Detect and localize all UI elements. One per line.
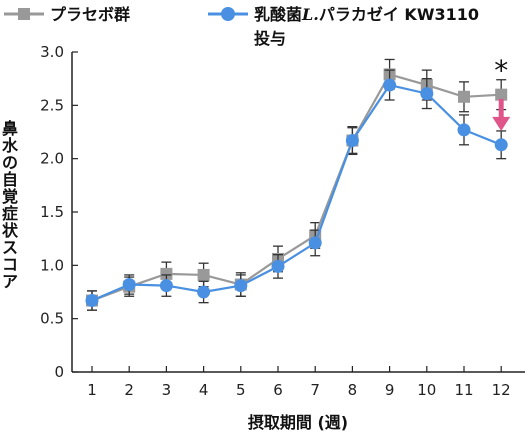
- legend-kw3110-label-line2: 投与: [254, 29, 286, 48]
- data-point: [345, 134, 359, 148]
- x-tick-label: 8: [348, 381, 358, 399]
- y-axis-label-char: ス: [2, 238, 18, 257]
- x-tick-label: 6: [273, 381, 283, 399]
- y-tick-label: 2.0: [40, 150, 64, 168]
- y-axis-label-char: の: [2, 153, 18, 172]
- y-tick-label: 0: [54, 363, 64, 381]
- data-point: [420, 87, 434, 101]
- x-tick-label: 11: [454, 381, 473, 399]
- data-point: [495, 88, 508, 101]
- y-ticks: 0 0.5 1.0 1.5 2.0 2.5 3.0: [40, 43, 78, 381]
- x-ticks: 1 2 3 4 5 6 7 8 9 10 11 12: [87, 366, 511, 399]
- legend-kw3110-label: 乳酸菌L.パラカゼイ KW3110: [254, 5, 479, 24]
- series-line: [91, 83, 502, 302]
- x-tick-label: 12: [492, 381, 511, 399]
- data-point: [197, 268, 210, 281]
- y-axis-label-char: 水: [2, 136, 19, 155]
- y-tick-label: 0.5: [40, 310, 64, 328]
- data-point: [458, 90, 470, 103]
- y-axis-label-char: ア: [2, 272, 18, 291]
- x-tick-label: 2: [124, 381, 134, 399]
- data-point: [234, 279, 248, 293]
- y-tick-label: 3.0: [40, 43, 64, 61]
- legend-placebo-marker: [18, 8, 30, 20]
- legend-kw3110-label-part1: 乳酸菌: [254, 5, 302, 24]
- x-tick-label: 10: [417, 381, 436, 399]
- data-point: [271, 259, 285, 273]
- x-tick-label: 1: [87, 381, 97, 399]
- x-axis-label: 摂取期間 (週): [248, 413, 348, 432]
- decrease-arrow-head: [492, 116, 511, 131]
- legend-kw3110-label-part2: L.: [301, 5, 319, 24]
- x-tick-label: 7: [310, 381, 320, 399]
- x-tick-label: 5: [236, 381, 246, 399]
- legend-kw3110-label-part3: パラカゼイ KW3110: [319, 5, 479, 24]
- data-point: [457, 123, 471, 137]
- x-tick-label: 4: [199, 381, 209, 399]
- significance-asterisk: *: [494, 54, 508, 87]
- y-axis-label-char: 覚: [2, 187, 18, 206]
- x-tick-label: 3: [162, 381, 172, 399]
- legend-placebo-label: プラセボ群: [50, 5, 130, 24]
- data-point: [85, 294, 99, 308]
- data-point: [308, 236, 322, 250]
- data-point: [197, 285, 211, 299]
- data-point: [383, 78, 397, 92]
- y-tick-label: 2.5: [40, 96, 64, 114]
- y-tick-label: 1.5: [40, 203, 64, 221]
- series-kw3110: [85, 69, 508, 311]
- data-point: [160, 267, 173, 280]
- data-point: [159, 279, 173, 293]
- annotations: *: [492, 54, 511, 131]
- y-axis-label-char: 自: [2, 170, 18, 189]
- y-axis-label-char: 状: [2, 221, 19, 240]
- series-line: [91, 73, 502, 302]
- x-tick-label: 9: [385, 381, 395, 399]
- y-axis-label-char: 鼻: [2, 119, 18, 138]
- legend-kw3110-marker: [221, 7, 235, 21]
- legend: プラセボ群 乳酸菌L.パラカゼイ KW3110 投与: [4, 5, 479, 48]
- series-placebo: [86, 58, 508, 311]
- data-point: [122, 278, 136, 292]
- series-layer: [85, 58, 508, 311]
- y-axis-label-char: コ: [2, 255, 18, 274]
- y-tick-label: 1.0: [40, 256, 64, 274]
- y-axis-label-char: 症: [2, 204, 18, 223]
- data-point: [494, 138, 508, 152]
